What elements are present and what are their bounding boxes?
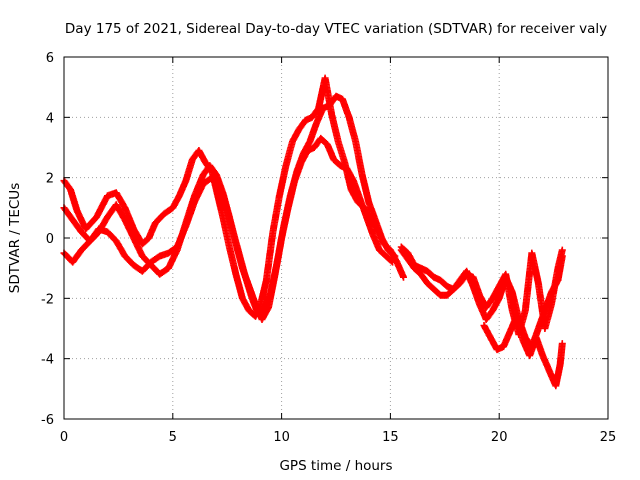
y-tick-label: -6 (41, 413, 54, 428)
series-track-f (480, 312, 566, 390)
x-tick-label: 25 (600, 430, 617, 445)
x-tick-label: 15 (382, 430, 399, 445)
y-tick-label: 2 (46, 172, 54, 187)
x-tick-label: 0 (60, 430, 68, 445)
data-point (558, 246, 566, 254)
y-axis-label: SDTVAR / TECUs (7, 183, 23, 293)
data-markers (60, 74, 566, 390)
y-tick-label: 6 (46, 51, 54, 66)
series-track-a (60, 74, 407, 320)
x-tick-label: 10 (273, 430, 290, 445)
x-tick-label: 20 (491, 430, 508, 445)
data-point (389, 258, 397, 266)
y-tick-label: -4 (41, 353, 54, 368)
data-point (558, 252, 566, 260)
y-tick-label: -2 (41, 292, 54, 307)
data-point (558, 340, 566, 348)
data-point (388, 257, 395, 265)
data-point (390, 251, 398, 259)
x-axis-label: GPS time / hours (279, 458, 392, 474)
series-track-c (60, 92, 399, 317)
data-point (400, 273, 407, 281)
y-tick-label: 0 (46, 232, 54, 247)
axis-ticks: 0 5 10 15 20 25 -6 -4 -2 0 2 4 6 (41, 51, 616, 445)
chart-title: Day 175 of 2021, Sidereal Day-to-day VTE… (65, 21, 607, 37)
y-tick-label: 4 (46, 111, 54, 126)
x-tick-label: 5 (169, 430, 177, 445)
data-point (391, 252, 399, 260)
